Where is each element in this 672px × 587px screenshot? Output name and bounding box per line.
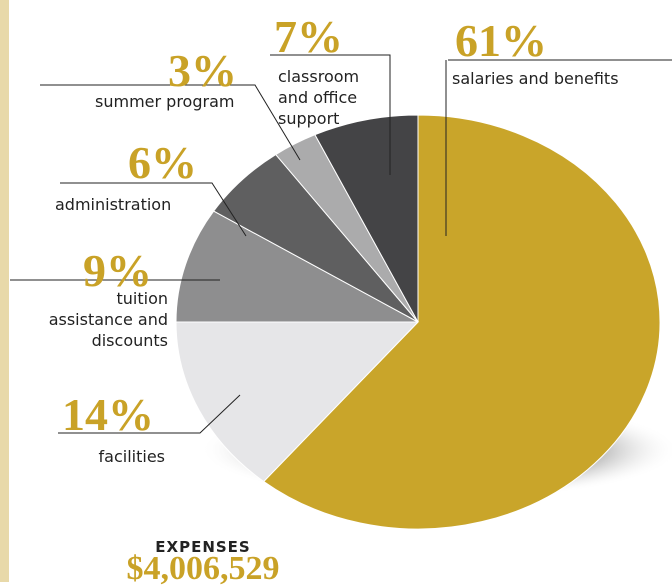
slice-label: classroom and office support	[278, 67, 360, 128]
value-label: 6%	[128, 137, 197, 188]
slice-label: salaries and benefits	[452, 69, 619, 88]
leader-line	[40, 84, 301, 161]
pie-slice	[175, 210, 419, 323]
value-label: 9%	[83, 245, 152, 296]
leader-line	[445, 59, 672, 236]
pie-slice	[262, 114, 661, 530]
value-label: 61%	[455, 15, 547, 66]
value-label: 7%	[274, 11, 343, 62]
chart-title: EXPENSES	[155, 538, 251, 556]
value-label: 3%	[168, 45, 237, 96]
value-label: 14%	[62, 389, 154, 440]
side-strip	[0, 0, 9, 582]
leader-line	[270, 54, 391, 175]
leader-line	[58, 394, 241, 434]
pie-slice	[175, 321, 420, 483]
slice-label: facilities	[98, 447, 165, 466]
slice-label: summer program	[95, 92, 235, 111]
slice-label: administration	[55, 195, 172, 214]
leader-line	[60, 182, 247, 237]
chart-subtitle: $4,006,529	[126, 550, 280, 587]
pie-slice	[314, 114, 419, 323]
slice-label: tuition assistance and discounts	[48, 289, 168, 350]
